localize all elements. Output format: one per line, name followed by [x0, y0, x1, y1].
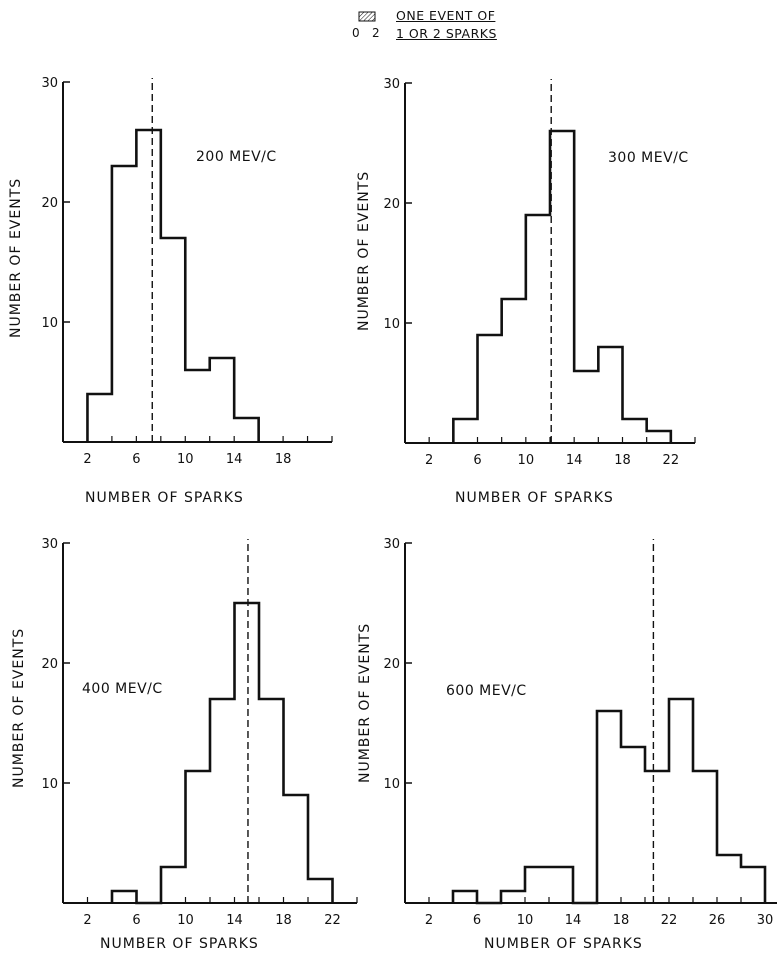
chart-300-xtick-label: 18 — [614, 453, 631, 468]
legend: 0 2 ONE EVENT OF 1 OR 2 SPARKS — [340, 6, 560, 56]
chart-200-ytick-label: 30 — [41, 76, 58, 91]
chart-400-histogram — [110, 601, 334, 905]
chart-200-ytick-label: 20 — [41, 196, 58, 211]
chart-600-xtick-label: 18 — [613, 913, 630, 928]
chart-400-ytick-label: 30 — [41, 537, 58, 552]
chart-600-xtick-label: 10 — [517, 913, 534, 928]
chart-400-xtick-label: 14 — [226, 913, 243, 928]
chart-600-xtick-label: 6 — [473, 913, 481, 928]
chart-400-xtick-label: 18 — [275, 913, 292, 928]
chart-400-title: 400 MEV/C — [82, 681, 163, 697]
chart-400-ytick-label: 10 — [41, 777, 58, 792]
chart-300-ytick-label: 20 — [383, 197, 400, 212]
legend-scale-left: 0 — [352, 26, 360, 40]
chart-200-xtick-label: 2 — [83, 452, 91, 467]
chart-400-xtick-label: 6 — [132, 913, 140, 928]
chart-200-xlabel: NUMBER OF SPARKS — [85, 490, 244, 506]
chart-200-xtick-label: 6 — [132, 452, 140, 467]
legend-text-line2: 1 OR 2 SPARKS — [396, 26, 497, 41]
chart-200-title: 200 MEV/C — [196, 149, 277, 165]
chart-200-histogram — [86, 128, 260, 442]
chart-600-ylabel: NUMBER OF EVENTS — [357, 622, 373, 783]
chart-600-xtick-label: 30 — [757, 913, 774, 928]
chart-600-xtick-label: 2 — [425, 913, 433, 928]
chart-300-title: 300 MEV/C — [608, 150, 689, 166]
chart-600-xtick-label: 14 — [565, 913, 582, 928]
chart-200-xtick-label: 10 — [177, 452, 194, 467]
legend-hatch-swatch — [358, 11, 376, 22]
chart-400-xtick-label: 22 — [324, 913, 341, 928]
chart-400-xlabel: NUMBER OF SPARKS — [100, 936, 259, 952]
chart-600-title: 600 MEV/C — [446, 683, 527, 699]
chart-300-histogram — [452, 129, 673, 443]
legend-scale-right: 2 — [372, 26, 380, 40]
chart-200-xtick-label: 18 — [275, 452, 292, 467]
chart-400-xtick-label: 2 — [83, 913, 91, 928]
chart-300-ytick-label: 10 — [383, 317, 400, 332]
chart-600-xtick-label: 26 — [709, 913, 726, 928]
chart-300-xtick-label: 2 — [425, 453, 433, 468]
chart-200-xtick-label: 14 — [226, 452, 243, 467]
chart-600-xtick-label: 22 — [661, 913, 678, 928]
chart-300-ytick-label: 30 — [383, 77, 400, 92]
chart-600-ytick-label: 10 — [383, 777, 400, 792]
chart-200-ytick-label: 10 — [41, 316, 58, 331]
chart-300-xlabel: NUMBER OF SPARKS — [455, 490, 614, 506]
chart-600-ytick-label: 20 — [383, 657, 400, 672]
chart-400-xtick-label: 10 — [177, 913, 194, 928]
chart-300-xtick-label: 22 — [663, 453, 680, 468]
chart-300-xtick-label: 10 — [518, 453, 535, 468]
chart-600-xlabel: NUMBER OF SPARKS — [484, 936, 643, 952]
chart-400-ytick-label: 20 — [41, 657, 58, 672]
legend-text-line1: ONE EVENT OF — [396, 8, 496, 23]
chart-300-xtick-label: 6 — [473, 453, 481, 468]
chart-600-histogram — [451, 697, 767, 905]
chart-300-xtick-label: 14 — [566, 453, 583, 468]
chart-600-ytick-label: 30 — [383, 537, 400, 552]
